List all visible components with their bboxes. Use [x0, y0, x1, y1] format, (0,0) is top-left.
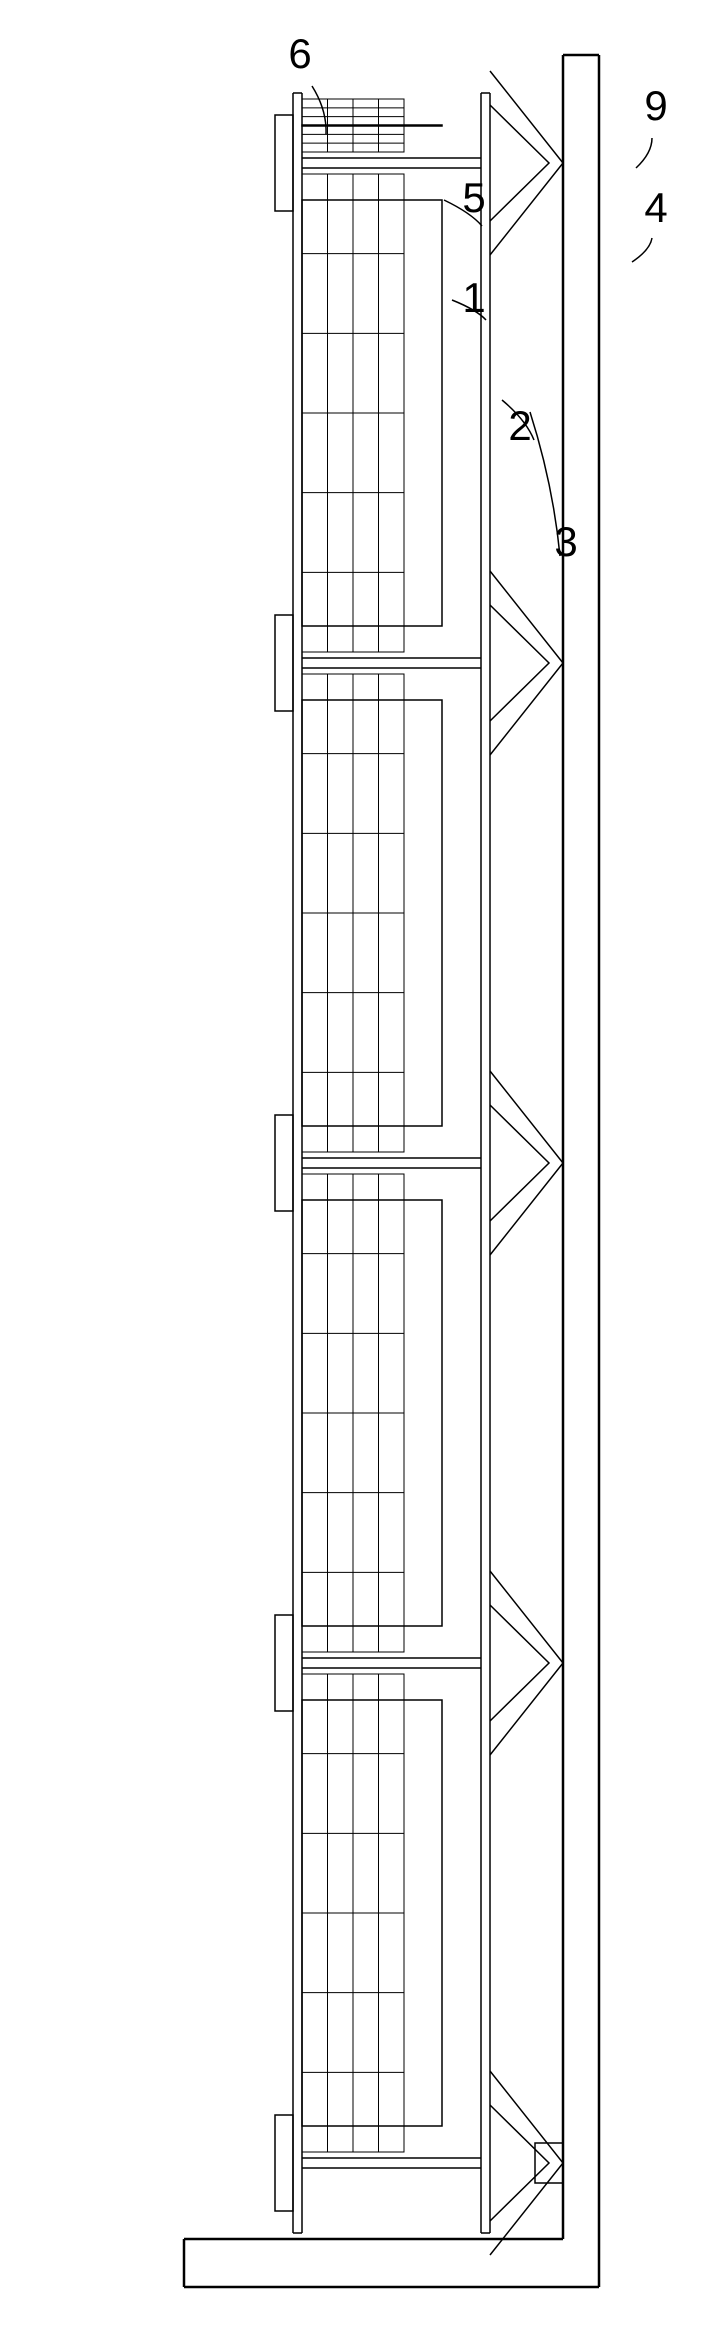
label-5: 5 — [462, 174, 485, 221]
label-6: 6 — [288, 30, 311, 77]
label-9: 9 — [644, 82, 667, 129]
diagram-canvas: 9465123 — [0, 0, 704, 2342]
label-1: 1 — [462, 274, 485, 321]
label-4: 4 — [644, 184, 667, 231]
